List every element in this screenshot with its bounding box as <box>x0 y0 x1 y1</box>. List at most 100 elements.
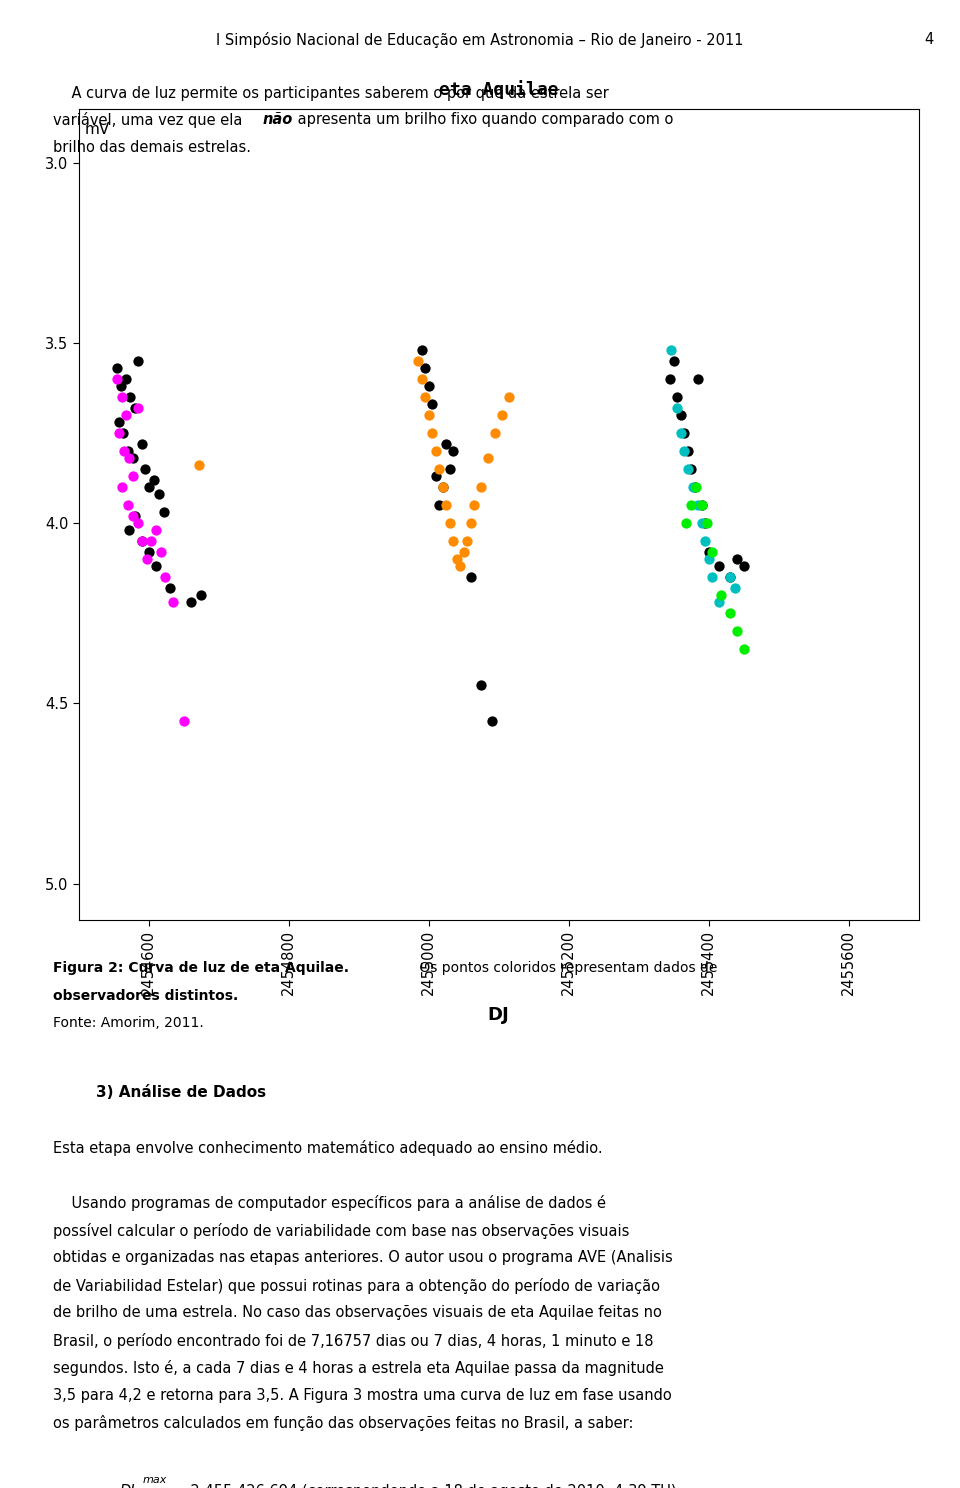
Point <box>694 493 709 516</box>
Point <box>711 591 727 615</box>
Point <box>111 421 127 445</box>
Point <box>122 385 137 409</box>
Point <box>424 421 440 445</box>
Point <box>494 403 510 427</box>
Point <box>673 421 688 445</box>
Point <box>684 493 699 516</box>
Text: A curva de luz permite os participantes saberem o por quê da estrela ser: A curva de luz permite os participantes … <box>53 85 609 101</box>
Text: Esta etapa envolve conhecimento matemático adequado ao ensino médio.: Esta etapa envolve conhecimento matemáti… <box>53 1140 603 1156</box>
Point <box>705 540 720 564</box>
Point <box>143 530 158 554</box>
Point <box>421 403 437 427</box>
Point <box>713 583 729 607</box>
Point <box>156 500 172 524</box>
Text: 3) Análise de Dados: 3) Análise de Dados <box>96 1085 266 1100</box>
Point <box>673 403 688 427</box>
Point <box>162 576 178 600</box>
Point <box>690 368 706 391</box>
Point <box>449 548 465 571</box>
Point <box>435 475 450 498</box>
Text: possível calcular o período de variabilidade com base nas observações visuais: possível calcular o período de variabili… <box>53 1223 629 1240</box>
Point <box>684 457 699 481</box>
Text: de Variabilidad Estelar) que possui rotinas para a obtenção do período de variaç: de Variabilidad Estelar) que possui roti… <box>53 1278 660 1295</box>
Point <box>130 512 145 536</box>
Text: apresenta um brilho fixo quando comparado com o: apresenta um brilho fixo quando comparad… <box>293 113 673 128</box>
Point <box>736 555 752 579</box>
Point <box>439 432 454 455</box>
Text: 4: 4 <box>924 31 933 48</box>
Point <box>137 457 153 481</box>
Point <box>463 512 478 536</box>
Point <box>687 475 703 498</box>
Point <box>424 393 440 417</box>
Point <box>114 385 130 409</box>
Text: = 2.455.426,694 (correspondendo a 18 de agosto de 2010, 4:39 TU): = 2.455.426,694 (correspondendo a 18 de … <box>169 1485 677 1488</box>
Text: mV: mV <box>84 122 109 137</box>
Point <box>685 475 701 498</box>
Text: Os pontos coloridos representam dados de: Os pontos coloridos representam dados de <box>415 961 717 975</box>
Point <box>120 493 135 516</box>
Point <box>473 475 489 498</box>
Point <box>666 350 682 373</box>
Point <box>435 475 450 498</box>
Point <box>488 421 503 445</box>
Text: DJ: DJ <box>120 1485 135 1488</box>
Text: Figura 2: Curva de luz de eta Aquilae.: Figura 2: Curva de luz de eta Aquilae. <box>53 961 348 975</box>
Point <box>460 530 475 554</box>
Point <box>125 504 140 528</box>
Point <box>114 475 130 498</box>
Point <box>414 368 429 391</box>
Point <box>694 493 709 516</box>
Text: Usando programas de computador específicos para a análise de dados é: Usando programas de computador específic… <box>53 1195 606 1211</box>
Text: obtidas e organizadas nas etapas anteriores. O autor usou o programa AVE (Analis: obtidas e organizadas nas etapas anterio… <box>53 1250 673 1265</box>
Point <box>148 555 163 579</box>
Point <box>501 385 516 409</box>
Point <box>729 619 744 643</box>
Point <box>698 530 713 554</box>
Point <box>109 356 125 379</box>
Point <box>152 482 167 506</box>
Point <box>418 356 433 379</box>
Point <box>688 475 704 498</box>
Point <box>442 512 457 536</box>
Point <box>191 454 206 478</box>
Point <box>165 591 180 615</box>
Point <box>432 457 447 481</box>
Point <box>694 512 709 536</box>
Text: de brilho de uma estrela. No caso das observações visuais de eta Aquilae feitas : de brilho de uma estrela. No caso das ob… <box>53 1305 661 1320</box>
Text: brilho das demais estrelas.: brilho das demais estrelas. <box>53 140 251 155</box>
Point <box>677 421 692 445</box>
Point <box>113 375 129 399</box>
Point <box>109 368 125 391</box>
Point <box>432 493 447 516</box>
Text: segundos. Isto é, a cada 7 dias e 4 horas a estrela eta Aquilae passa da magnitu: segundos. Isto é, a cada 7 dias e 4 hora… <box>53 1360 663 1376</box>
Point <box>690 493 706 516</box>
Point <box>722 601 737 625</box>
Point <box>669 396 684 420</box>
Text: Fonte: Amorim, 2011.: Fonte: Amorim, 2011. <box>53 1016 204 1030</box>
Title: eta Aquilae: eta Aquilae <box>439 80 559 98</box>
Point <box>126 446 141 470</box>
Text: Brasil, o período encontrado foi de 7,16757 dias ou 7 dias, 4 horas, 1 minuto e : Brasil, o período encontrado foi de 7,16… <box>53 1333 654 1350</box>
Point <box>194 583 209 607</box>
Point <box>467 493 482 516</box>
Point <box>680 457 695 481</box>
Point <box>452 555 468 579</box>
Point <box>442 457 457 481</box>
Point <box>679 512 694 536</box>
Point <box>439 493 454 516</box>
Point <box>484 710 499 734</box>
Point <box>701 540 716 564</box>
Point <box>445 530 461 554</box>
Point <box>481 446 496 470</box>
Point <box>111 411 127 434</box>
Point <box>116 439 132 463</box>
Point <box>722 565 737 589</box>
Point <box>700 512 715 536</box>
Point <box>176 710 191 734</box>
Point <box>153 540 168 564</box>
Point <box>663 338 679 362</box>
Point <box>126 464 141 488</box>
Point <box>157 565 173 589</box>
Point <box>662 368 678 391</box>
